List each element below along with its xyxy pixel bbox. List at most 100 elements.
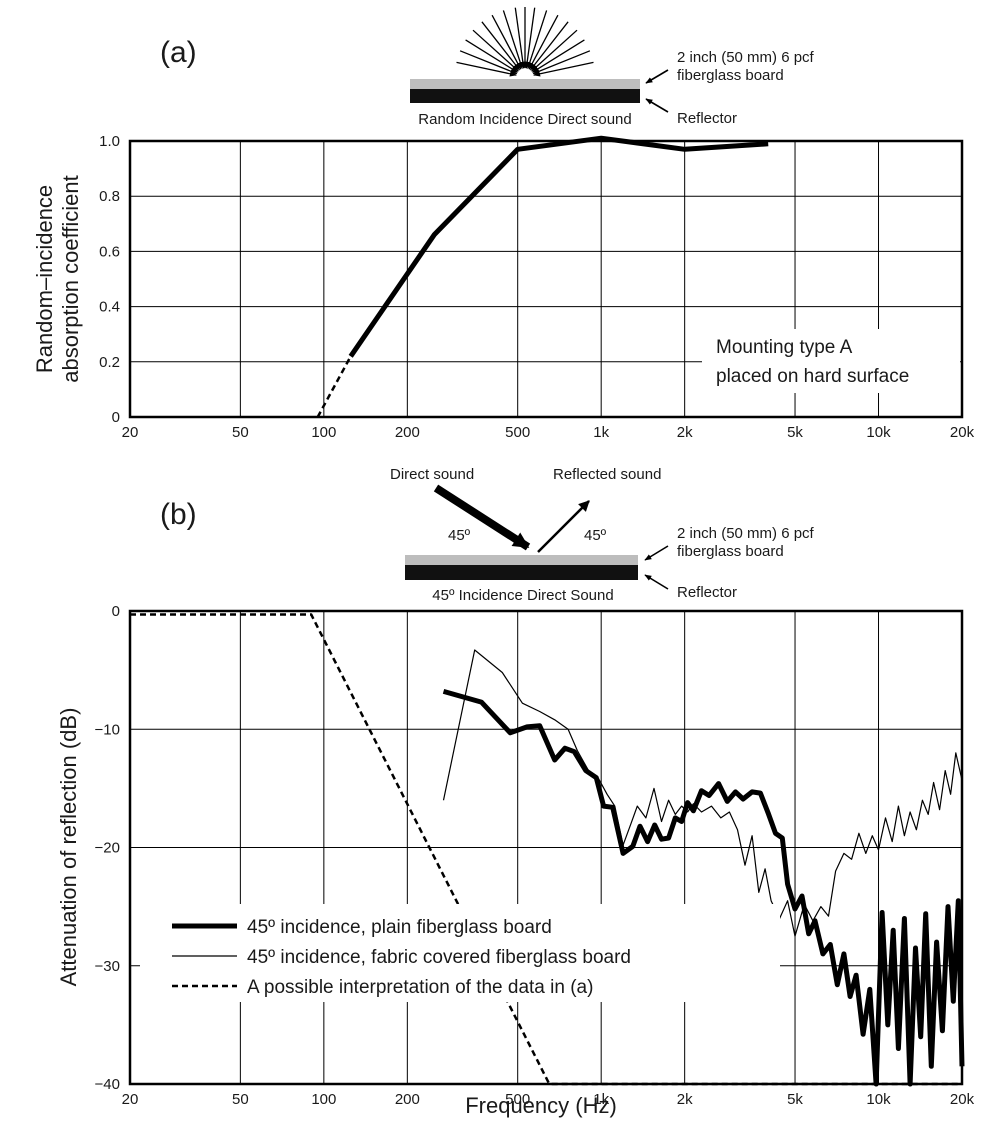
x-tick-label: 20k [950, 1091, 975, 1108]
diagram-b-caption: 45º Incidence Direct Sound [432, 587, 613, 604]
incidence-ray-arrow [527, 10, 548, 70]
incidence-ray-arrow [465, 39, 518, 73]
annotation-box [702, 329, 960, 393]
incidence-rays [456, 7, 594, 77]
x-tick-label: 50 [232, 424, 249, 441]
series-a-thick-line [348, 135, 769, 358]
x-tick-label: 20 [122, 1091, 139, 1108]
board-pointer-arrow [645, 69, 669, 84]
incidence-ray-arrow [524, 7, 536, 69]
y-tick-label: −10 [95, 721, 120, 738]
panel-b-label: (b) [160, 498, 197, 531]
series-b-dashed-line [130, 613, 962, 1086]
diagram-b: Direct sound Reflected sound 45º 45º 45º… [390, 466, 815, 604]
x-tick-label: 100 [311, 1091, 336, 1108]
x-tick-label: 500 [505, 1091, 530, 1108]
incidence-ray-arrow [532, 39, 585, 73]
reflector-pointer-arrow-b [644, 574, 669, 590]
x-tick-label: 20 [122, 424, 139, 441]
incidence-ray-arrow [481, 21, 521, 71]
direct-sound-arrow [433, 484, 531, 551]
y-axis-label-a-line2: absorption coefficient [58, 175, 83, 383]
y-tick-label: 1.0 [99, 133, 120, 150]
legend-label-interpretation: A possible interpretation of the data in… [247, 977, 593, 998]
y-tick-label: 0.2 [99, 354, 120, 371]
x-tick-label: 200 [395, 424, 420, 441]
reflected-sound-arrow [537, 500, 590, 553]
board-label-line2: fiberglass board [677, 67, 784, 84]
x-tick-label: 10k [866, 424, 891, 441]
panel-b: (b) Direct sound Reflected sound 45º 45º… [56, 466, 975, 1118]
angle-right-label: 45º [584, 527, 607, 544]
incidence-ray-arrow [532, 50, 591, 75]
incidence-ray-arrow [502, 10, 523, 70]
incidence-ray-arrow [531, 29, 578, 72]
angle-left-label: 45º [448, 527, 471, 544]
reflector-label: Reflector [677, 110, 737, 127]
series-a-dashed-line [316, 355, 352, 418]
legend-label-plain: 45º incidence, plain fiberglass board [247, 917, 552, 938]
fiberglass-board-b [405, 555, 638, 565]
y-tick-label: −30 [95, 958, 120, 975]
board-label-line1: 2 inch (50 mm) 6 pcf [677, 49, 815, 66]
diagram-a-caption: Random Incidence Direct sound [418, 111, 631, 128]
series-b [130, 613, 965, 1087]
y-tick-label: 0.8 [99, 188, 120, 205]
legend-background [140, 904, 780, 1002]
board-pointer-arrow-b [644, 545, 669, 561]
panel-a-label: (a) [160, 36, 197, 69]
plot-frame-b [128, 609, 964, 1086]
grid-b [129, 610, 963, 1085]
tick-labels-b: 20 50 100 200 500 1k 2k 5k 10k 20k 0 −10 −20 −30 −40 [95, 603, 975, 1108]
x-tick-label: 20k [950, 424, 975, 441]
reflected-sound-label: Reflected sound [553, 466, 661, 483]
incidence-ray-arrow [472, 29, 519, 72]
x-tick-label: 500 [505, 424, 530, 441]
reflector-b [405, 565, 638, 580]
mounting-annotation-line1: Mounting type A [716, 337, 853, 358]
x-tick-label: 50 [232, 1091, 249, 1108]
incidence-ray-arrow [528, 14, 559, 70]
x-tick-label: 2k [677, 424, 693, 441]
incidence-ray-arrow [456, 61, 517, 77]
tick-labels-a: 20 50 100 200 500 1k 2k 5k 10k 20k 0 0.2 0.4 0.6 0.8 1.… [99, 133, 974, 441]
plot-frame-a [128, 139, 964, 419]
incidence-ray-arrow [533, 61, 594, 77]
reflector-pointer-arrow [645, 98, 669, 113]
fiberglass-board [410, 79, 640, 89]
incidence-ray-arrow [491, 14, 522, 70]
legend: 45º incidence, plain fiberglass board 45… [172, 917, 631, 998]
y-tick-label: 0 [112, 409, 120, 426]
incidence-ray-arrow [459, 50, 518, 75]
y-axis-label-b: Attenuation of reflection (dB) [56, 708, 81, 987]
panel-a: (a) Random Incidence Direct sound 2 inch… [32, 7, 975, 441]
legend-label-fabric: 45º incidence, fabric covered fiberglass… [247, 947, 631, 968]
y-tick-label: −20 [95, 840, 120, 857]
y-axis-label-a-line1: Random–incidence [32, 185, 57, 373]
x-tick-label: 5k [787, 424, 803, 441]
x-tick-label: 1k [593, 424, 609, 441]
series-a [316, 135, 769, 418]
mounting-annotation-line2: placed on hard surface [716, 366, 909, 387]
reflector [410, 89, 640, 103]
series-b-thick-line [442, 688, 965, 1087]
incidence-ray-arrow [529, 21, 569, 71]
diagram-a: Random Incidence Direct sound 2 inch (50… [410, 7, 815, 128]
x-tick-label: 100 [311, 424, 336, 441]
reflector-label-b: Reflector [677, 584, 737, 601]
y-tick-label: 0.4 [99, 299, 120, 316]
x-tick-label: 200 [395, 1091, 420, 1108]
x-tick-label: 10k [866, 1091, 891, 1108]
direct-sound-label: Direct sound [390, 466, 474, 483]
board-label-b-line2: fiberglass board [677, 543, 784, 560]
y-tick-label: 0 [112, 603, 120, 620]
x-tick-label: 5k [787, 1091, 803, 1108]
y-tick-label: 0.6 [99, 243, 120, 260]
incidence-ray-arrow [514, 7, 526, 69]
board-label-b-line1: 2 inch (50 mm) 6 pcf [677, 525, 815, 542]
x-axis-label-b: Frequency (Hz) [465, 1093, 617, 1118]
y-tick-label: −40 [95, 1076, 120, 1093]
x-tick-label: 2k [677, 1091, 693, 1108]
series-b-thin-line [442, 649, 963, 937]
